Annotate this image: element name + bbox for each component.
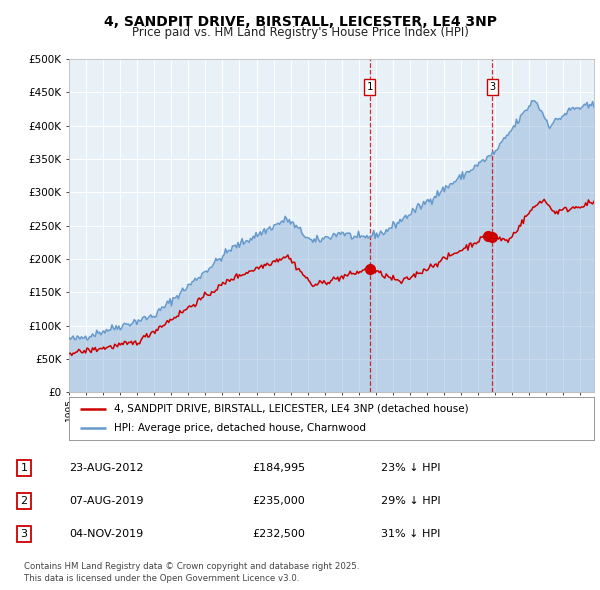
Text: 07-AUG-2019: 07-AUG-2019 [69, 496, 143, 506]
Text: 31% ↓ HPI: 31% ↓ HPI [381, 529, 440, 539]
Text: Price paid vs. HM Land Registry's House Price Index (HPI): Price paid vs. HM Land Registry's House … [131, 26, 469, 39]
Text: 2: 2 [20, 496, 28, 506]
Text: 4, SANDPIT DRIVE, BIRSTALL, LEICESTER, LE4 3NP: 4, SANDPIT DRIVE, BIRSTALL, LEICESTER, L… [104, 15, 497, 29]
Text: 23% ↓ HPI: 23% ↓ HPI [381, 463, 440, 473]
Text: 04-NOV-2019: 04-NOV-2019 [69, 529, 143, 539]
Text: 3: 3 [20, 529, 28, 539]
Text: 29% ↓ HPI: 29% ↓ HPI [381, 496, 440, 506]
Text: £232,500: £232,500 [252, 529, 305, 539]
Text: £184,995: £184,995 [252, 463, 305, 473]
Text: 23-AUG-2012: 23-AUG-2012 [69, 463, 143, 473]
Text: HPI: Average price, detached house, Charnwood: HPI: Average price, detached house, Char… [113, 423, 365, 433]
Text: Contains HM Land Registry data © Crown copyright and database right 2025.
This d: Contains HM Land Registry data © Crown c… [24, 562, 359, 583]
Text: 3: 3 [490, 82, 496, 92]
Text: 4, SANDPIT DRIVE, BIRSTALL, LEICESTER, LE4 3NP (detached house): 4, SANDPIT DRIVE, BIRSTALL, LEICESTER, L… [113, 404, 468, 414]
Text: 1: 1 [367, 82, 373, 92]
Text: 1: 1 [20, 463, 28, 473]
Text: £235,000: £235,000 [252, 496, 305, 506]
